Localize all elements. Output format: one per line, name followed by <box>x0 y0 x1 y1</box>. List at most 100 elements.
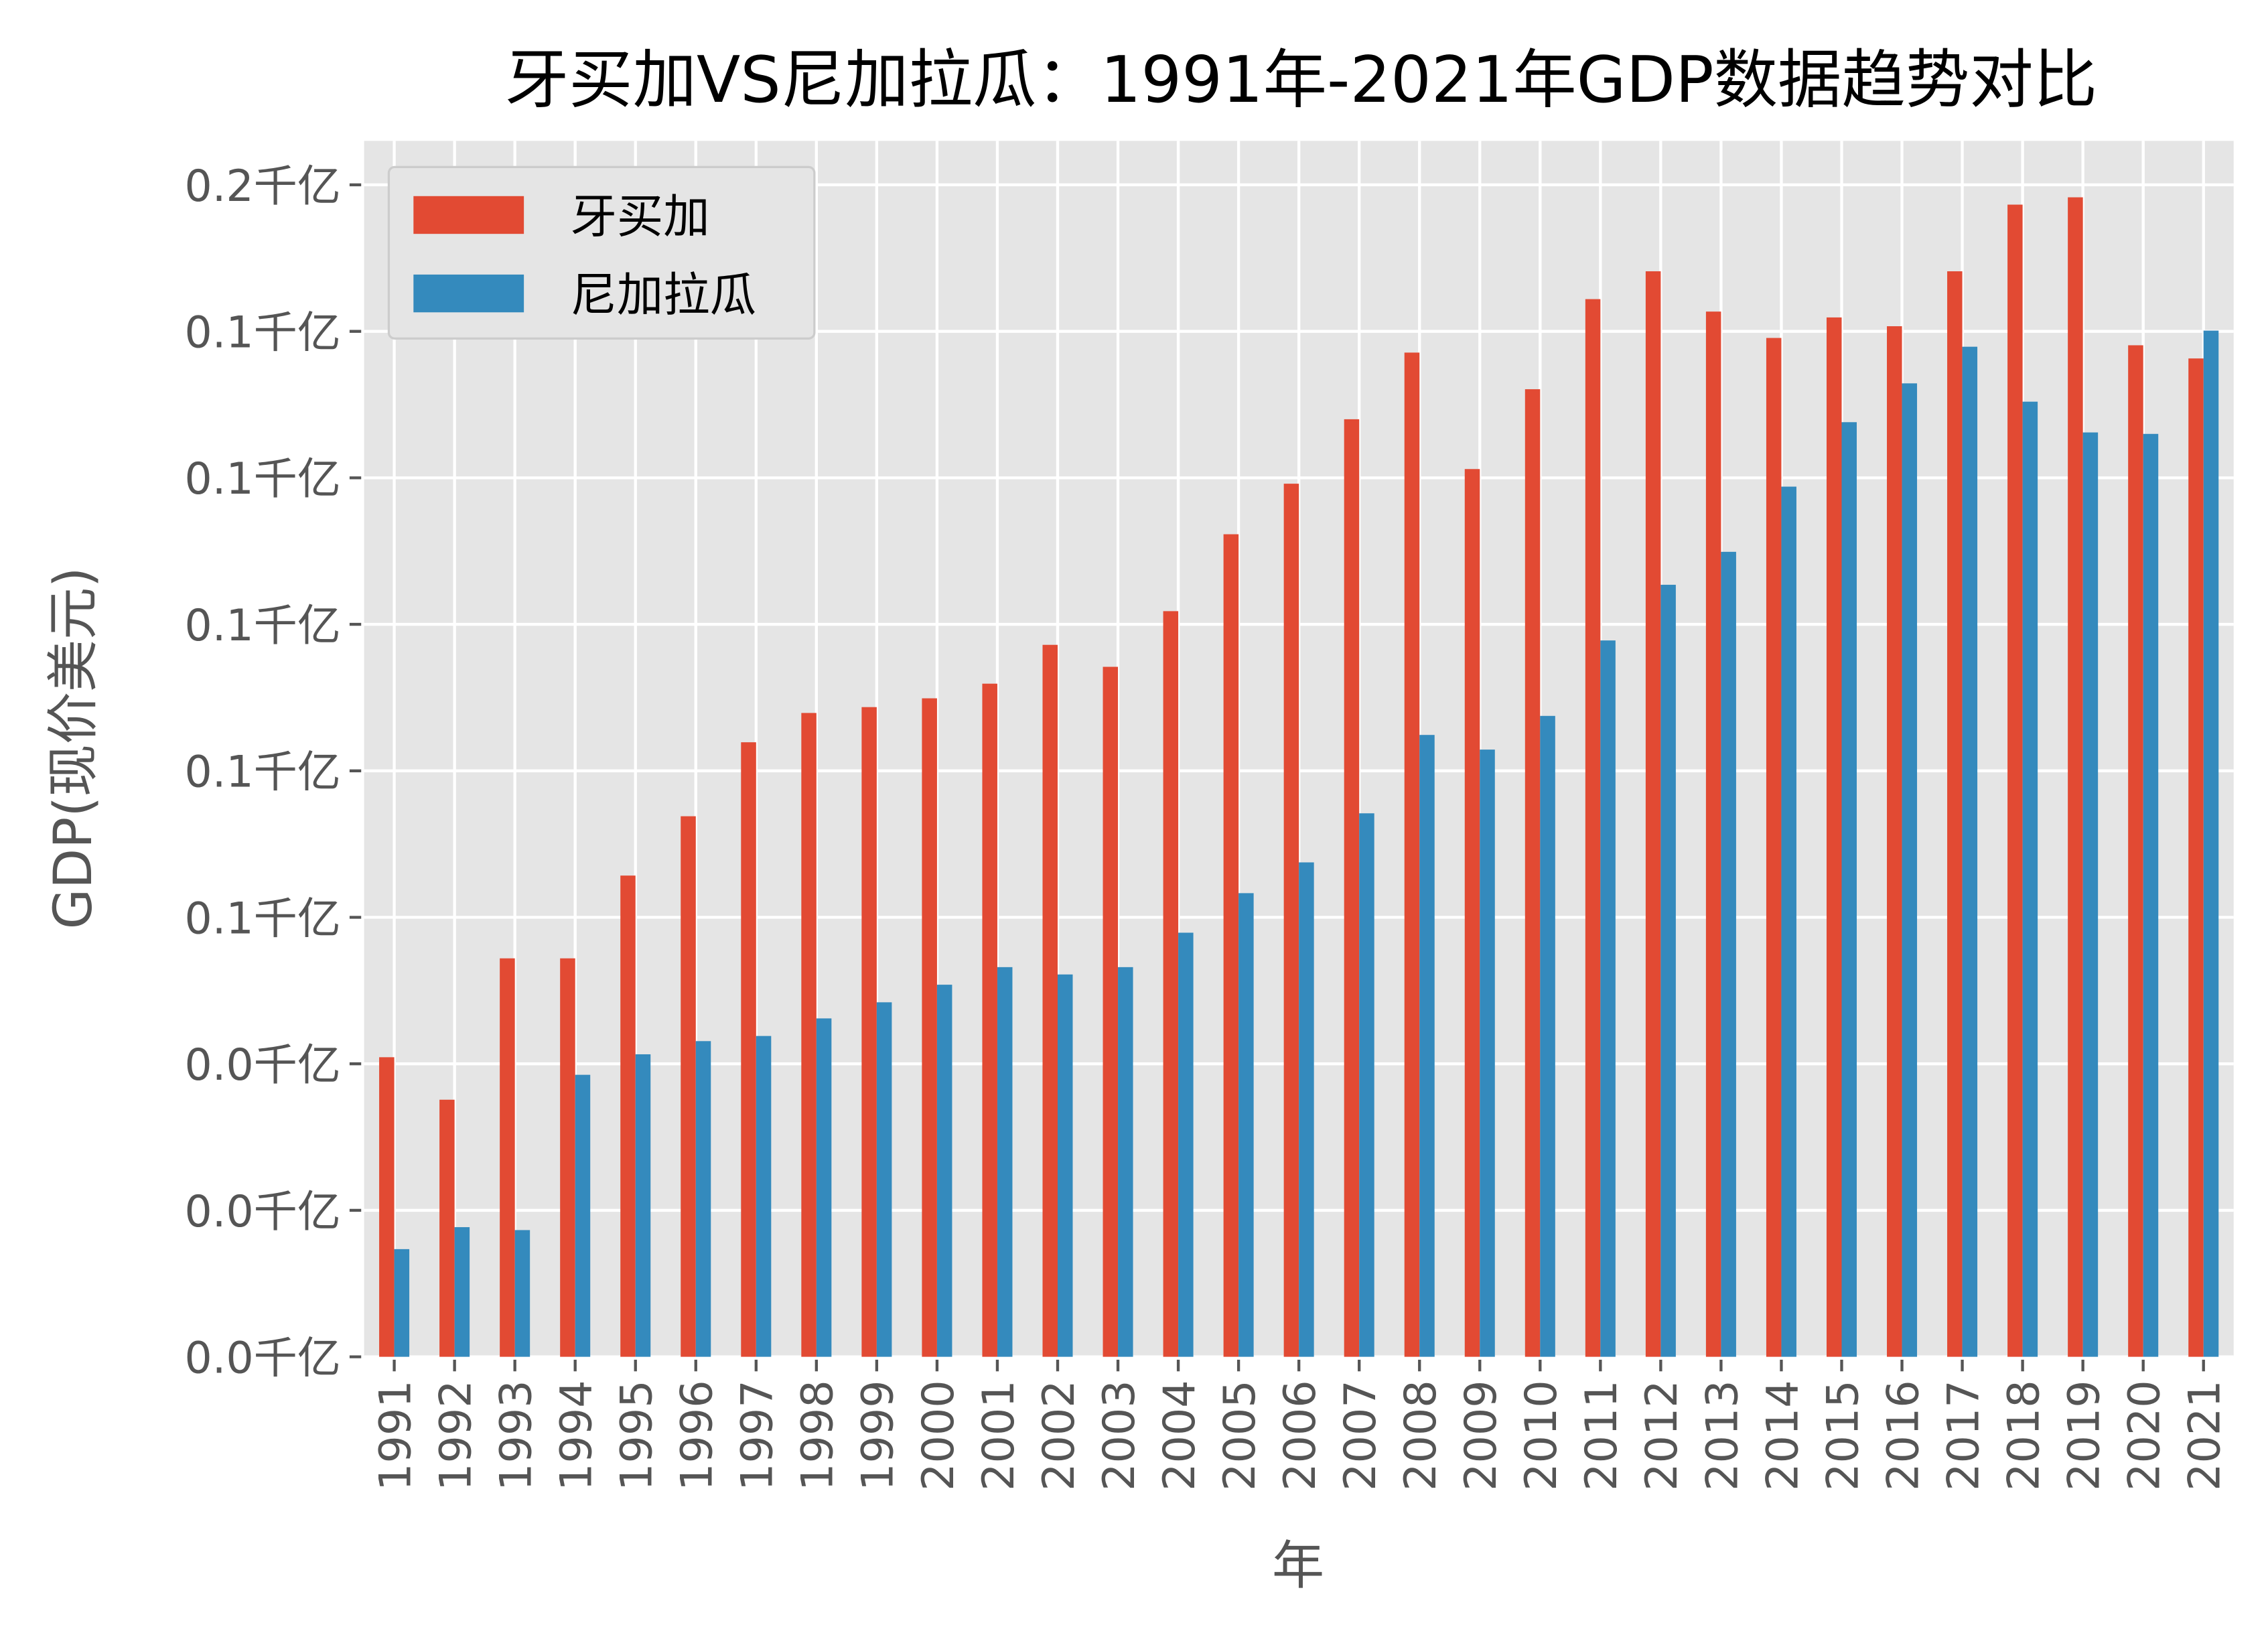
bar-jamaica-2003 <box>1103 666 1119 1357</box>
x-tick-label: 2020 <box>2120 1380 2170 1491</box>
x-tick-label: 1991 <box>370 1380 421 1491</box>
bar-jamaica-1991 <box>379 1057 395 1357</box>
bar-jamaica-2009 <box>1464 469 1480 1357</box>
legend-swatch-nicaragua <box>413 274 524 313</box>
bar-nicaragua-2014 <box>1781 486 1796 1357</box>
bar-jamaica-1994 <box>560 958 575 1357</box>
x-tick-label: 2005 <box>1215 1380 1265 1491</box>
bar-jamaica-2013 <box>1705 311 1721 1357</box>
y-tick-label: 0.0千亿 <box>184 1187 341 1237</box>
x-tick-label: 2012 <box>1637 1380 1687 1491</box>
x-tick-label: 2015 <box>1818 1380 1868 1491</box>
bar-jamaica-2012 <box>1645 271 1661 1357</box>
bar-jamaica-1996 <box>681 816 696 1357</box>
bar-nicaragua-2002 <box>1058 974 1073 1357</box>
bars <box>379 197 2219 1357</box>
bar-nicaragua-2011 <box>1600 640 1616 1357</box>
bar-jamaica-1998 <box>801 713 817 1357</box>
bar-nicaragua-1993 <box>514 1230 530 1357</box>
bar-nicaragua-2015 <box>1841 422 1857 1357</box>
bar-jamaica-1992 <box>439 1099 455 1357</box>
bar-nicaragua-2010 <box>1540 715 1555 1357</box>
x-tick-label: 1999 <box>853 1380 904 1491</box>
bar-nicaragua-2012 <box>1660 585 1676 1357</box>
x-tick-label: 1993 <box>492 1380 542 1491</box>
x-tick-label: 2001 <box>974 1380 1024 1491</box>
x-tick-label: 2011 <box>1577 1380 1627 1491</box>
y-tick-label: 0.1千亿 <box>184 748 341 798</box>
y-tick-label: 0.0千亿 <box>184 1333 341 1383</box>
x-tick-label: 2019 <box>2060 1380 2110 1491</box>
x-tick-label: 2003 <box>1094 1380 1145 1491</box>
y-tick-label: 0.1千亿 <box>184 601 341 651</box>
x-tick-label: 1995 <box>612 1380 662 1491</box>
bar-nicaragua-2007 <box>1359 813 1374 1357</box>
legend-label-jamaica: 牙买加 <box>571 190 710 244</box>
x-tick-label: 2004 <box>1155 1380 1205 1491</box>
bar-nicaragua-2000 <box>936 985 952 1357</box>
bar-jamaica-2008 <box>1404 352 1420 1357</box>
bar-nicaragua-1992 <box>454 1227 470 1357</box>
bar-jamaica-2016 <box>1887 326 1902 1357</box>
bar-nicaragua-2006 <box>1299 862 1314 1357</box>
bar-jamaica-2007 <box>1344 419 1360 1357</box>
bar-nicaragua-1997 <box>756 1036 772 1357</box>
bar-nicaragua-2008 <box>1419 735 1435 1357</box>
x-tick-label: 1994 <box>552 1380 602 1491</box>
y-tick-label: 0.2千亿 <box>184 161 341 212</box>
x-tick-label: 2013 <box>1697 1380 1748 1491</box>
legend: 牙买加 尼加拉瓜 <box>387 165 816 340</box>
bar-nicaragua-1998 <box>816 1018 832 1357</box>
bar-jamaica-2014 <box>1766 338 1782 1357</box>
bar-nicaragua-2020 <box>2143 433 2159 1357</box>
bar-jamaica-2006 <box>1283 484 1299 1357</box>
x-tick-label: 1996 <box>672 1380 723 1491</box>
bar-jamaica-2010 <box>1525 389 1541 1357</box>
bar-jamaica-1999 <box>861 707 877 1357</box>
y-tick-label: 0.1千亿 <box>184 454 341 504</box>
x-tick-label: 2014 <box>1758 1380 1808 1491</box>
bar-nicaragua-2016 <box>1902 383 1918 1357</box>
bar-nicaragua-2005 <box>1238 893 1254 1357</box>
bar-jamaica-2018 <box>2007 204 2023 1357</box>
bar-jamaica-2017 <box>1947 271 1963 1357</box>
bar-nicaragua-2009 <box>1480 750 1495 1357</box>
x-tick-label: 1997 <box>733 1380 783 1491</box>
bar-nicaragua-1999 <box>876 1002 892 1357</box>
bar-jamaica-2002 <box>1042 644 1058 1357</box>
x-ticks: 1991 1992 1993 1994 1995 1996 1997 1998 1999 2000… <box>370 1359 2230 1491</box>
bar-jamaica-1995 <box>620 875 636 1357</box>
y-ticks: 0.0千亿 0.0千亿 0.0千亿 0.1千亿 0.1千亿 0.1千亿 0.1千亿 0.1千亿… <box>184 161 362 1383</box>
bar-jamaica-2011 <box>1585 299 1601 1357</box>
x-tick-label: 1992 <box>431 1380 481 1491</box>
x-axis-label: 年 <box>1272 1536 1324 1596</box>
y-tick-label: 0.0千亿 <box>184 1040 341 1090</box>
bar-nicaragua-1995 <box>635 1054 651 1357</box>
bar-nicaragua-2019 <box>2082 432 2099 1357</box>
bar-nicaragua-2017 <box>1962 346 1978 1357</box>
bar-jamaica-2015 <box>1826 317 1842 1357</box>
y-tick-label: 0.1千亿 <box>184 308 341 358</box>
bar-jamaica-2001 <box>982 683 997 1357</box>
bar-jamaica-2004 <box>1163 611 1179 1357</box>
bar-nicaragua-2001 <box>997 967 1013 1357</box>
x-tick-label: 2017 <box>1938 1380 1989 1491</box>
chart-title: 牙买加VS尼加拉瓜：1991年-2021年GDP数据趋势对比 <box>505 42 2097 117</box>
bar-jamaica-2000 <box>922 698 937 1357</box>
bar-nicaragua-1994 <box>575 1074 591 1357</box>
x-tick-label: 2010 <box>1516 1380 1567 1491</box>
x-tick-label: 2006 <box>1275 1380 1326 1491</box>
bar-nicaragua-2013 <box>1721 551 1736 1357</box>
x-tick-label: 1998 <box>793 1380 843 1491</box>
x-tick-label: 2018 <box>1999 1380 2049 1491</box>
bar-jamaica-2019 <box>2068 197 2083 1357</box>
x-tick-label: 2016 <box>1878 1380 1928 1491</box>
bar-nicaragua-2021 <box>2203 330 2219 1357</box>
x-tick-label: 2009 <box>1456 1380 1506 1491</box>
x-tick-label: 2008 <box>1396 1380 1446 1491</box>
bar-jamaica-2021 <box>2188 358 2204 1357</box>
x-tick-label: 2021 <box>2180 1380 2230 1491</box>
bar-jamaica-1997 <box>741 742 756 1357</box>
x-tick-label: 2002 <box>1034 1380 1084 1491</box>
